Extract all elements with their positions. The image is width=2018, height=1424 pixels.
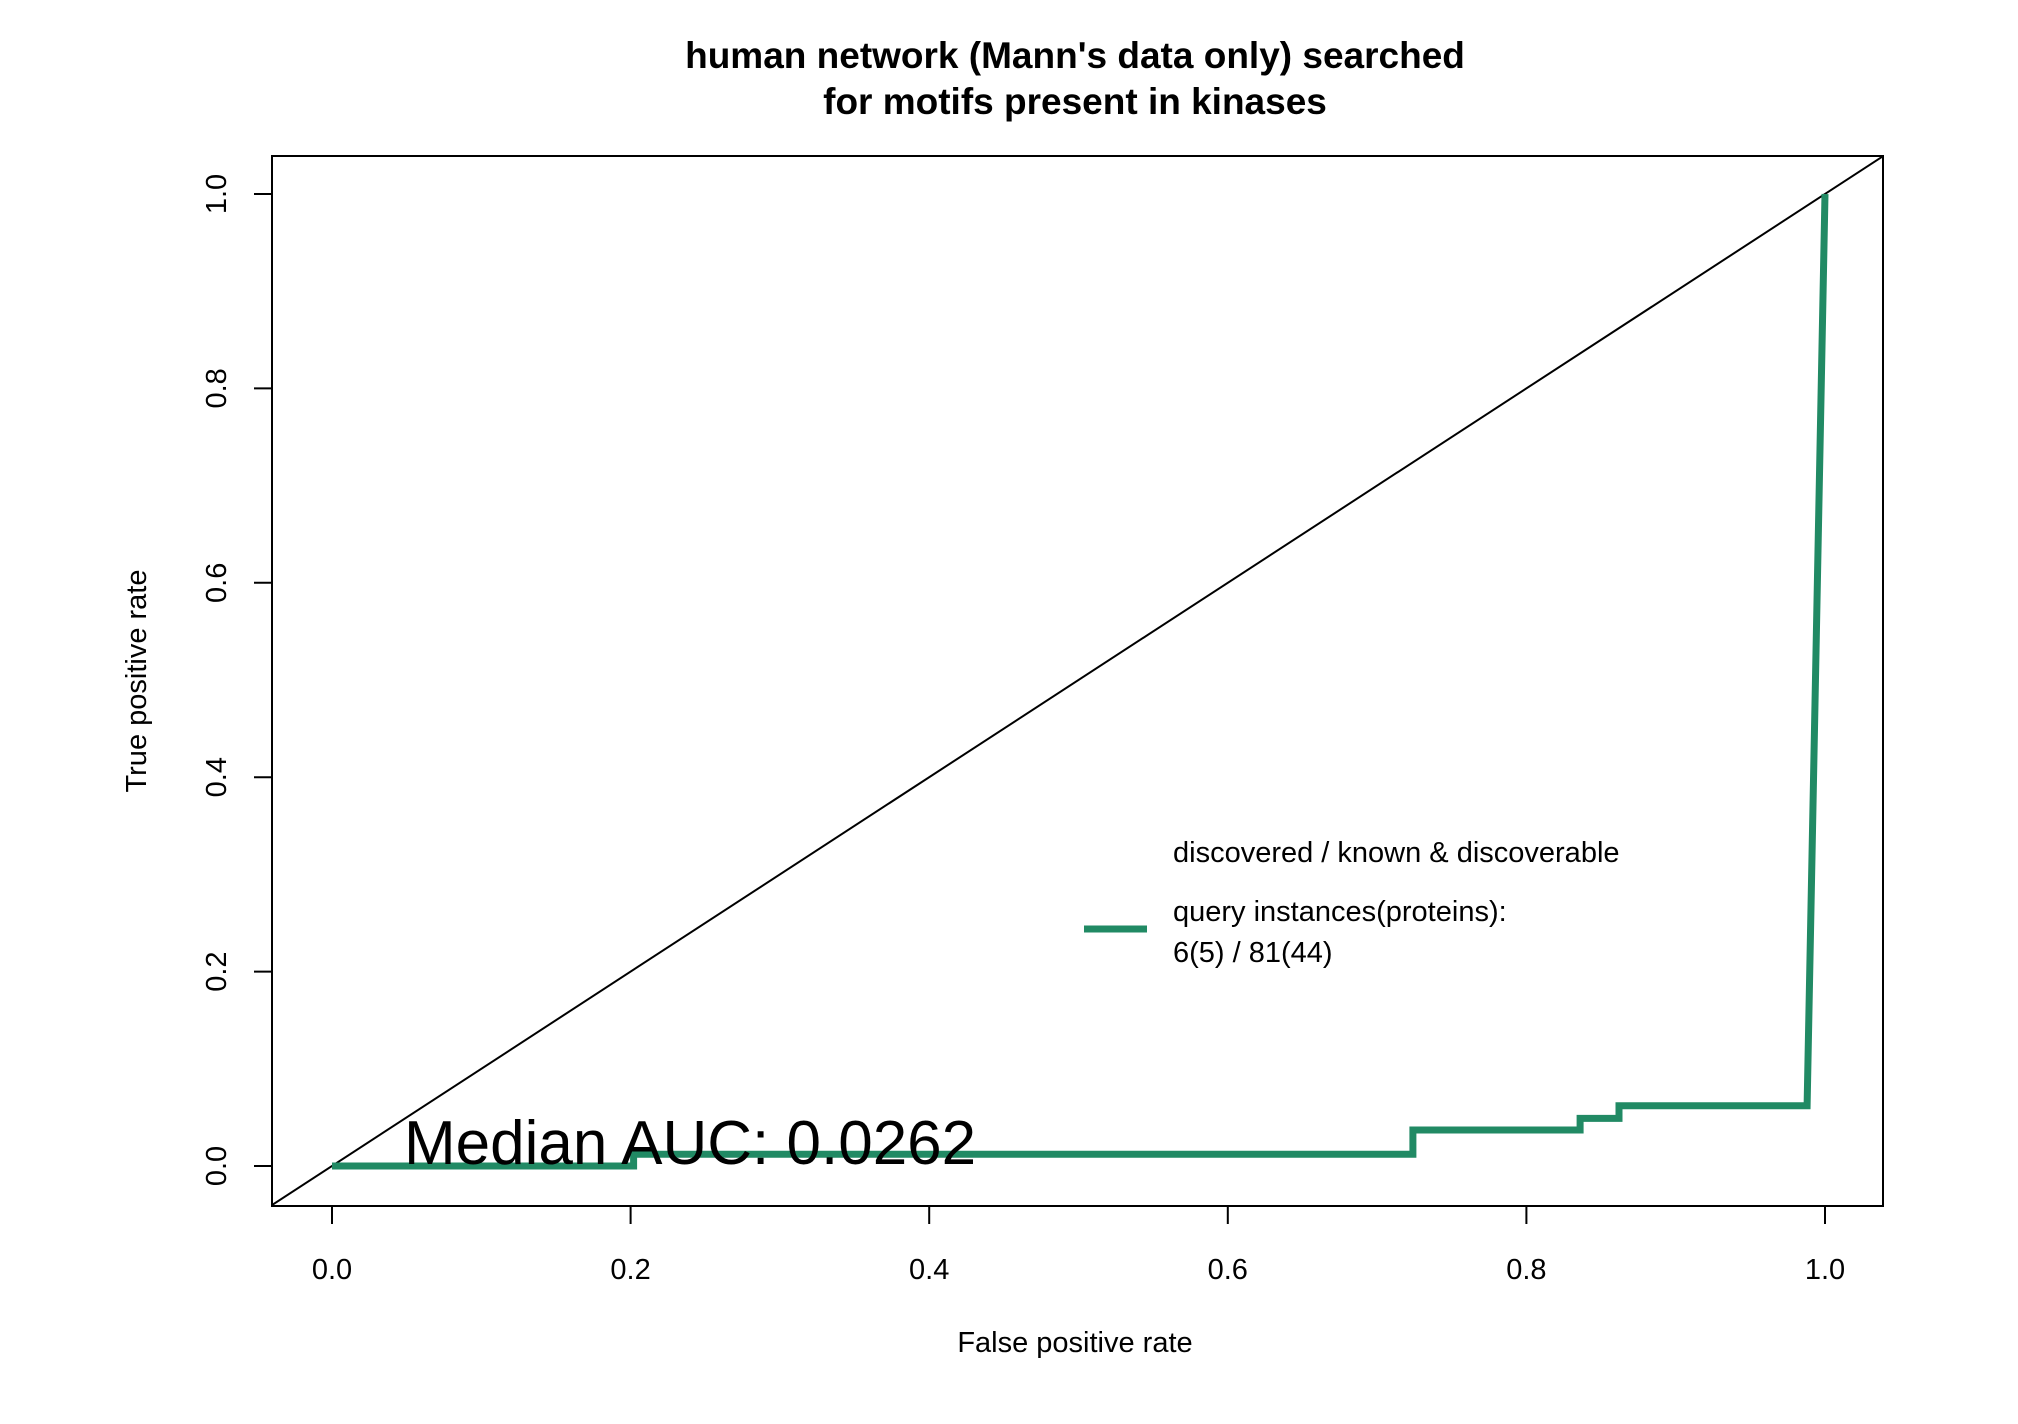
chart-title-line-1: human network (Mann's data only) searche… xyxy=(685,35,1465,76)
y-axis: 0.0 0.2 0.4 0.6 0.8 1.0 xyxy=(201,174,273,1186)
x-tick-label: 0.8 xyxy=(1506,1254,1546,1286)
y-tick-label: 0.0 xyxy=(201,1146,233,1186)
x-axis-label: False positive rate xyxy=(957,1327,1192,1359)
y-tick-label: 0.6 xyxy=(201,563,233,603)
legend-entry-line-2: 6(5) / 81(44) xyxy=(1173,937,1333,969)
x-tick-label: 1.0 xyxy=(1805,1254,1845,1286)
legend: discovered / known & discoverable query … xyxy=(1084,837,1620,969)
y-tick-label: 1.0 xyxy=(201,174,233,214)
x-tick-label: 0.6 xyxy=(1208,1254,1248,1286)
x-tick-label: 0.4 xyxy=(909,1254,949,1286)
x-tick-label: 0.2 xyxy=(610,1254,650,1286)
diagonal-reference-line xyxy=(272,156,1883,1206)
y-tick-label: 0.8 xyxy=(201,368,233,408)
y-axis-label: True positive rate xyxy=(121,570,153,793)
legend-header: discovered / known & discoverable xyxy=(1173,837,1620,869)
chart-title-line-2: for motifs present in kinases xyxy=(823,81,1327,122)
roc-curve-line xyxy=(332,193,1829,1170)
legend-entry-line-1: query instances(proteins): xyxy=(1173,896,1507,928)
x-tick-label: 0.0 xyxy=(312,1254,352,1286)
x-axis: 0.0 0.2 0.4 0.6 0.8 1.0 xyxy=(312,1205,1845,1286)
y-tick-label: 0.4 xyxy=(201,757,233,797)
median-auc-annotation: Median AUC: 0.0262 xyxy=(404,1109,976,1178)
y-tick-label: 0.2 xyxy=(201,951,233,991)
